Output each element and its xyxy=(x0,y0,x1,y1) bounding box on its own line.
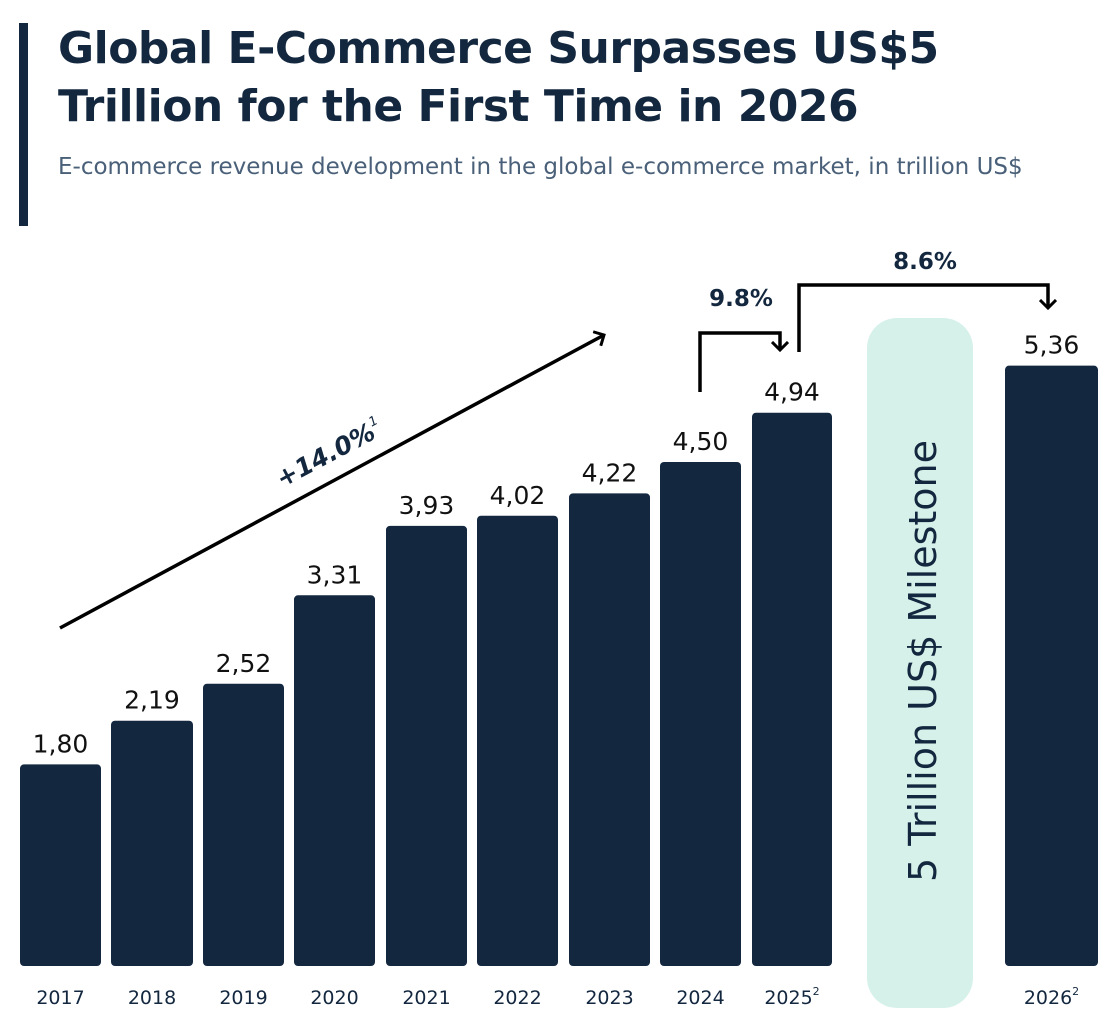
x-tick-label-2025: 20252 xyxy=(764,985,819,1009)
data-label-2022: 4,02 xyxy=(490,481,546,510)
x-tick-label-2021: 2021 xyxy=(402,987,450,1009)
data-label-2026: 5,36 xyxy=(1024,331,1080,360)
x-tick-year: 2021 xyxy=(402,987,450,1009)
milestone-label: 5 Trillion US$ Milestone xyxy=(901,440,945,882)
x-tick-year: 2024 xyxy=(676,987,724,1009)
x-tick-label-2017: 2017 xyxy=(36,987,84,1009)
growth-arrow-2025-2026 xyxy=(797,283,1048,352)
bar-2021 xyxy=(386,525,467,966)
data-label-2023: 4,22 xyxy=(582,458,638,487)
x-tick-year: 2019 xyxy=(219,987,267,1009)
growth-label-2025-2026: 8.6% xyxy=(893,249,957,275)
x-tick-label-2018: 2018 xyxy=(128,987,176,1009)
bar-2024 xyxy=(660,462,741,966)
cagr-value: +14.0% xyxy=(271,417,380,493)
bar-2022 xyxy=(477,515,558,966)
x-tick-year: 2022 xyxy=(493,987,541,1009)
bar-2020 xyxy=(294,595,375,966)
x-tick-year: 2026 xyxy=(1024,987,1072,1009)
x-tick-year: 2017 xyxy=(36,987,84,1009)
bar-2019 xyxy=(203,683,284,966)
x-tick-footnote: 2 xyxy=(1072,985,1079,998)
chart-title: Global E-Commerce Surpasses US$5 Trillio… xyxy=(58,23,939,132)
bar-2023 xyxy=(569,493,650,966)
x-tick-year: 2025 xyxy=(764,987,812,1009)
x-tick-label-2023: 2023 xyxy=(585,987,633,1009)
data-label-2024: 4,50 xyxy=(673,427,729,456)
data-label-2020: 3,31 xyxy=(307,560,363,589)
growth-label-2024-2025: 9.8% xyxy=(709,286,773,312)
bar-2018 xyxy=(111,720,193,966)
cagr-trend-arrow xyxy=(59,335,604,630)
x-tick-label-2020: 2020 xyxy=(310,987,358,1009)
x-tick-year: 2023 xyxy=(585,987,633,1009)
x-tick-label-2024: 2024 xyxy=(676,987,724,1009)
x-tick-year: 2018 xyxy=(128,987,176,1009)
x-tick-label-2019: 2019 xyxy=(219,987,267,1009)
data-label-2021: 3,93 xyxy=(399,491,455,520)
x-tick-label-2022: 2022 xyxy=(493,987,541,1009)
data-label-2017: 1,80 xyxy=(33,729,89,758)
data-label-2018: 2,19 xyxy=(124,686,180,715)
data-label-2025: 4,94 xyxy=(764,378,820,407)
bar-2017 xyxy=(20,764,101,966)
x-tick-year: 2020 xyxy=(310,987,358,1009)
growth-arrow-2024-2025 xyxy=(698,331,780,392)
x-tick-footnote: 2 xyxy=(813,985,820,998)
data-label-2019: 2,52 xyxy=(216,649,272,678)
bar-2025 xyxy=(752,412,832,967)
bar-2026 xyxy=(1005,365,1098,966)
milestone-band xyxy=(867,318,973,1008)
x-tick-label-2026: 20262 xyxy=(1024,985,1079,1009)
title-accent-bar xyxy=(19,23,28,226)
chart-subtitle: E-commerce revenue development in the gl… xyxy=(58,154,1023,180)
